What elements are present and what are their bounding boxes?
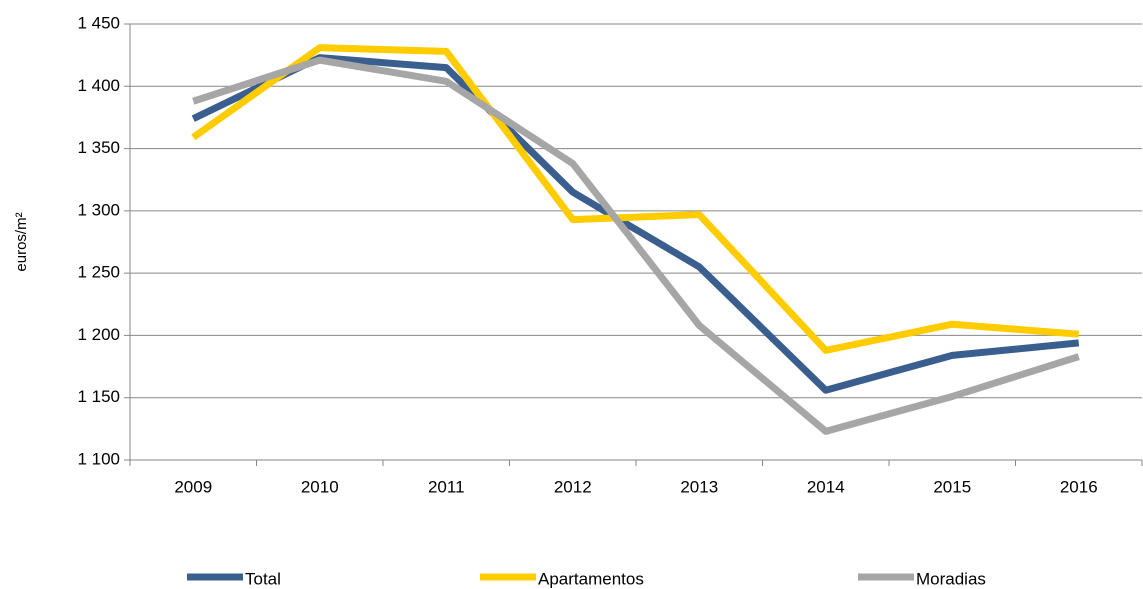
y-tick-label: 1 300: [77, 200, 120, 219]
y-tick-label: 1 200: [77, 325, 120, 344]
y-tick-label: 1 400: [77, 76, 120, 95]
x-tick-label: 2013: [680, 477, 718, 496]
x-tick-label: 2010: [301, 477, 339, 496]
legend-label: Total: [245, 569, 281, 588]
y-tick-label: 1 150: [77, 387, 120, 406]
series-line: [191, 54, 1080, 394]
x-tick-label: 2009: [174, 477, 212, 496]
legend-label: Apartamentos: [538, 569, 644, 588]
x-tick-label: 2016: [1060, 477, 1098, 496]
y-tick-label: 1 350: [77, 138, 120, 157]
y-tick-label: 1 100: [77, 449, 120, 468]
x-tick-label: 2014: [807, 477, 845, 496]
series-line: [191, 44, 1080, 354]
x-tick-label: 2011: [428, 477, 465, 496]
x-tick-label: 2012: [554, 477, 592, 496]
y-tick-label: 1 450: [77, 13, 120, 32]
y-axis-label: euros/m²: [13, 212, 30, 271]
x-tick-label: 2015: [933, 477, 971, 496]
y-tick-label: 1 250: [77, 263, 120, 282]
series-line: [192, 56, 1080, 435]
legend-label: Moradias: [916, 569, 986, 588]
